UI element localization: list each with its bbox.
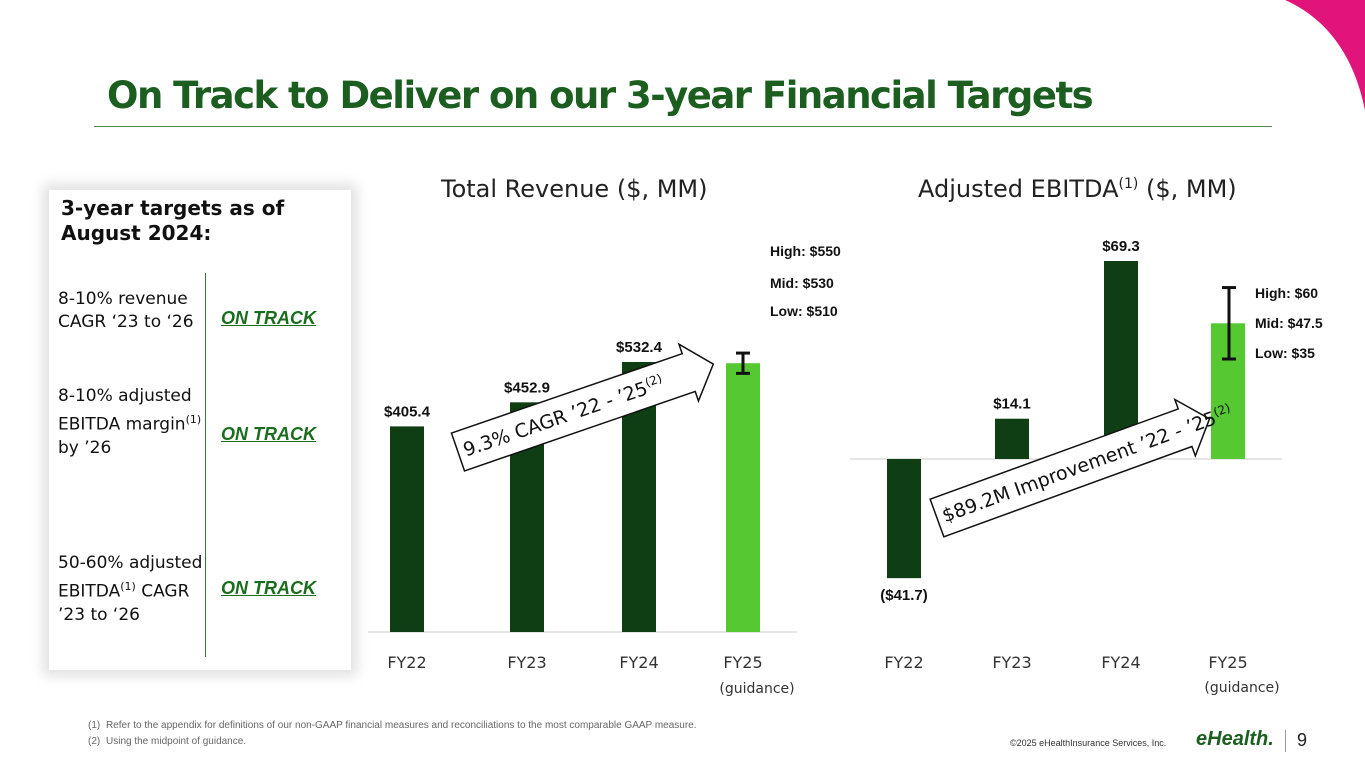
revenue-arrow-label-sup: (2)	[643, 371, 664, 390]
revenue-guidance-label-0: High: $550	[770, 243, 841, 259]
ebitda-value-label-fy22: ($41.7)	[880, 587, 928, 604]
corner-accent-shape	[1285, 0, 1365, 110]
footnotes: (1) Refer to the appendix for definitions…	[88, 718, 697, 750]
revenue-arrow-shape	[450, 342, 715, 472]
status-revenue-cagr: ON TRACK	[221, 308, 316, 328]
revenue-chart-title: Total Revenue ($, MM)	[441, 175, 708, 203]
ehealth-logo: eHealth.	[1196, 728, 1274, 750]
status-ebitda-cagr: ON TRACK	[221, 578, 316, 598]
revenue-guidance-label-1: Mid: $530	[770, 275, 834, 291]
revenue-value-label-fy24: $532.4	[616, 339, 663, 356]
footnote-1: (1) Refer to the appendix for definitions…	[88, 720, 697, 731]
targets-panel: 3-year targets as of August 2024: 8-10% …	[49, 190, 351, 670]
footnote-2: (2) Using the midpoint of guidance.	[88, 736, 247, 747]
ebitda-tick-sublabel-fy25: (guidance)	[1204, 680, 1279, 696]
target-ebitda-margin: 8-10% adjusted EBITDA margin(1) by ’26	[58, 386, 202, 458]
target-ebitda-cagr: 50-60% adjusted EBITDA(1) CAGR ’23 to ‘2…	[58, 553, 203, 625]
ebitda-guidance-label-2: Low: $35	[1255, 345, 1315, 361]
ebitda-guidance-range-bar	[1222, 286, 1236, 361]
ebitda-value-label-fy23: $14.1	[993, 396, 1031, 413]
logo-separator	[1285, 730, 1286, 752]
revenue-tick-fy24: FY24	[619, 653, 658, 672]
targets-divider	[205, 273, 206, 657]
revenue-guidance-label-2: Low: $510	[770, 303, 838, 319]
ebitda-growth-arrow: $89.2M Improvement ’22 - ’25(2)	[929, 397, 1235, 538]
ebitda-bar-fy23	[995, 418, 1029, 459]
status-ebitda-margin: ON TRACK	[221, 424, 316, 444]
revenue-tick-fy22: FY22	[387, 653, 426, 672]
revenue-value-label-fy22: $405.4	[384, 403, 431, 420]
targets-heading: 3-year targets as of August 2024:	[61, 196, 285, 245]
ebitda-arrow-label: $89.2M Improvement ’22 - ’25(2)	[939, 401, 1235, 528]
revenue-tick-fy23: FY23	[507, 653, 546, 672]
revenue-guidance-range-bar	[736, 351, 750, 375]
ebitda-guidance-label-1: Mid: $47.5	[1255, 315, 1323, 331]
revenue-growth-arrow: 9.3% CAGR ’22 - ’25(2)	[450, 342, 715, 472]
ebitda-value-label-fy24: $69.3	[1102, 238, 1140, 255]
ebitda-bar-fy22	[887, 459, 921, 579]
target-revenue-cagr: 8-10% revenue CAGR ‘23 to ‘26	[58, 289, 194, 332]
revenue-value-label-fy23: $452.9	[504, 379, 550, 396]
page-number: 9	[1297, 730, 1308, 750]
revenue-bar-fy25	[726, 363, 760, 632]
revenue-tick-sublabel-fy25: (guidance)	[719, 681, 794, 697]
revenue-tick-fy25: FY25	[723, 653, 762, 672]
ebitda-chart-title: Adjusted EBITDA(1) ($, MM)	[918, 175, 1237, 203]
ebitda-tick-fy22: FY22	[884, 653, 923, 672]
revenue-bar-fy22	[390, 426, 424, 632]
slide-title: On Track to Deliver on our 3-year Financ…	[107, 74, 1094, 117]
ebitda-tick-fy24: FY24	[1101, 653, 1140, 672]
title-divider	[94, 126, 1272, 127]
revenue-chart: $405.4 FY22 $452.9 FY23 $532.4 FY24 FY25 (guida…	[368, 243, 841, 697]
ebitda-guidance-label-0: High: $60	[1255, 285, 1318, 301]
ebitda-tick-fy25: FY25	[1208, 653, 1247, 672]
copyright-text: ©2025 eHealthInsurance Services, Inc.	[1010, 738, 1167, 748]
ebitda-tick-fy23: FY23	[992, 653, 1031, 672]
ebitda-arrow-shape	[929, 397, 1211, 538]
ebitda-arrow-label-sup: (2)	[1211, 401, 1232, 420]
ebitda-chart: ($41.7) FY22 $14.1 FY23 $69.3 FY24 FY25 (guidan…	[850, 238, 1323, 696]
